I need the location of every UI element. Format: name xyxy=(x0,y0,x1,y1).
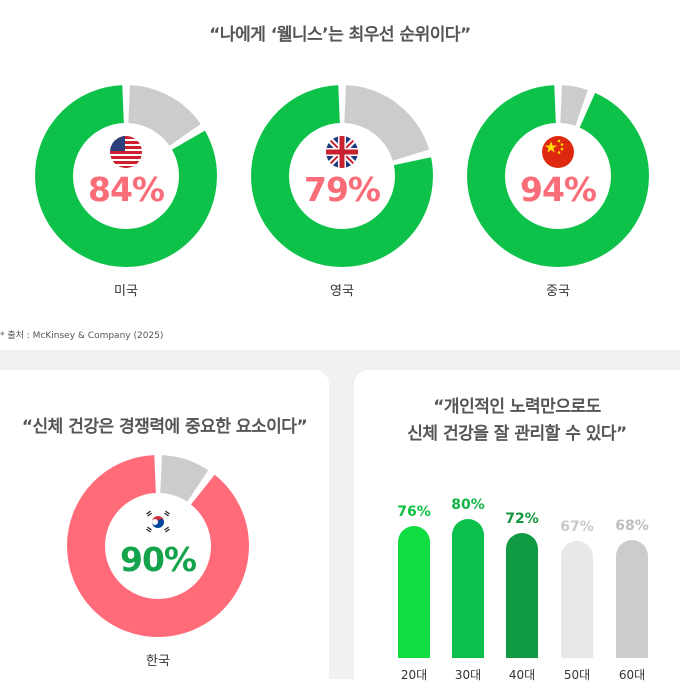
donut-us-value: 84% xyxy=(88,170,165,209)
left-card: “신체 건강은 경쟁력에 중요한 요소이다” xyxy=(0,370,329,700)
donut-korea-pink-arc xyxy=(67,455,249,637)
bar-50대 xyxy=(561,541,593,658)
bar-category-label: 40대 xyxy=(508,668,536,682)
bar-category-label: 50대 xyxy=(563,668,591,682)
bar-category-label: 60대 xyxy=(618,668,646,682)
donut-china-label: 중국 xyxy=(546,284,570,299)
donut-korea-label: 한국 xyxy=(146,654,170,669)
donut-uk-chart xyxy=(251,85,433,267)
donut-china-green-arc xyxy=(467,85,649,267)
bar-60대 xyxy=(616,539,648,658)
bottom-section: “신체 건강은 경쟁력에 중요한 요소이다” xyxy=(0,350,680,700)
donut-uk-value: 79% xyxy=(304,170,381,209)
bar-value-label: 68% xyxy=(615,517,649,534)
donut-china: 94% 중국 xyxy=(466,84,650,299)
donut-china-chart xyxy=(467,85,649,267)
donut-us: 84% 미국 xyxy=(34,84,218,299)
donut-korea: 90% 한국 xyxy=(66,454,250,669)
donut-uk-green-arc xyxy=(251,85,433,267)
bar-30대 xyxy=(452,518,484,658)
right-card-title-line2: 신체 건강을 잘 관리할 수 있다” xyxy=(407,424,627,444)
donut-uk-label: 영국 xyxy=(330,284,354,299)
donut-korea-chart xyxy=(67,455,249,637)
right-card: “개인적인 노력만으로도 신체 건강을 잘 관리할 수 있다” 76% 20대 80… xyxy=(354,370,680,700)
bar-category-label: 30대 xyxy=(454,668,482,682)
donut-us-label: 미국 xyxy=(114,284,138,299)
bar-20대 xyxy=(398,525,430,658)
bar-value-label: 76% xyxy=(397,503,431,520)
top-section: “나에게 ‘웰니스’는 최우선 순위이다” 84% 미국 xyxy=(0,0,680,322)
right-card-title-line1: “개인적인 노력만으로도 xyxy=(433,397,601,417)
china-flag-icon xyxy=(542,136,574,168)
bar-value-label: 80% xyxy=(451,496,485,513)
bar-40대 xyxy=(506,532,538,658)
uk-flag-icon xyxy=(326,136,358,168)
korea-flag-icon xyxy=(142,506,174,538)
donut-uk: 79% 영국 xyxy=(250,84,434,299)
donut-korea-value: 90% xyxy=(120,540,197,579)
bar-category-label: 20대 xyxy=(400,668,428,682)
us-flag-icon xyxy=(110,136,142,168)
donut-us-chart xyxy=(35,85,217,267)
bar-value-label: 67% xyxy=(560,519,594,536)
bar-value-label: 72% xyxy=(505,510,539,527)
bar-chart: 76% 20대 80% 30대 72% 40대 67% 50대 68% 60대 xyxy=(354,370,680,682)
donut-us-green-arc xyxy=(35,85,217,267)
donut-china-value: 94% xyxy=(520,170,597,209)
left-card-title: “신체 건강은 경쟁력에 중요한 요소이다” xyxy=(21,417,308,437)
source-note: * 출처 : McKinsey & Company (2025) xyxy=(0,331,164,341)
top-title: “나에게 ‘웰니스’는 최우선 순위이다” xyxy=(209,25,471,45)
